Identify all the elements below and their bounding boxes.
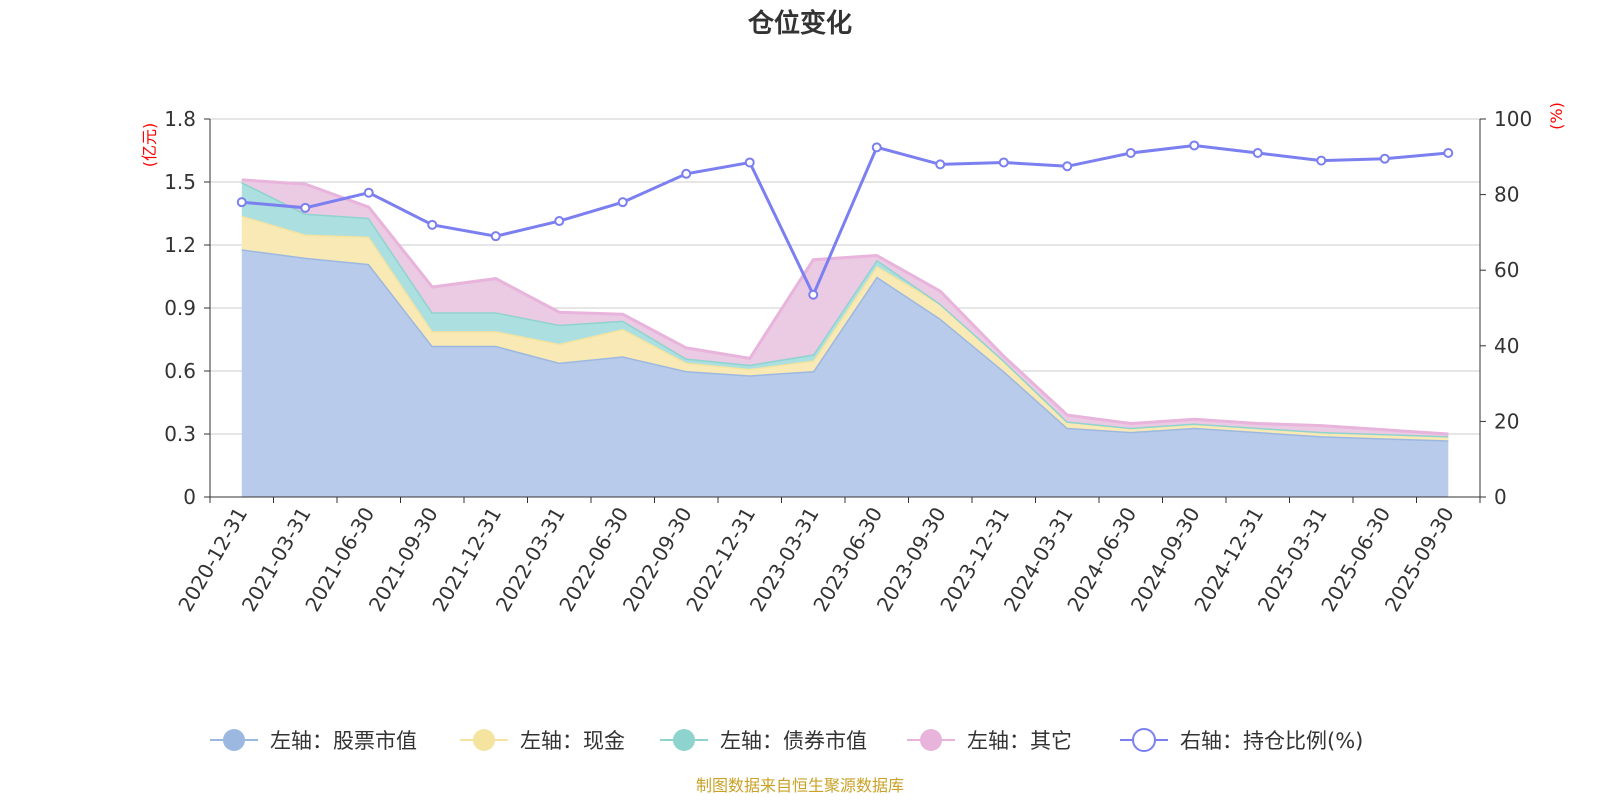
data-source-note: 制图数据来自恒生聚源数据库	[696, 776, 904, 795]
ratio-point	[1443, 148, 1454, 159]
right-tick-label: 100	[1494, 107, 1532, 131]
right-tick-label: 40	[1494, 334, 1519, 358]
ratio-point	[363, 187, 374, 198]
legend: 左轴：股票市值 左轴：现金 左轴：债券市值 左轴：其它 右轴：持仓比例(%)	[210, 728, 1363, 753]
ratio-point	[1062, 161, 1073, 172]
left-tick-label: 0	[183, 485, 196, 509]
legend-label: 左轴：现金	[520, 729, 625, 753]
left-tick-label: 1.2	[164, 233, 196, 257]
left-axis-ticks: 0 0.3 0.6 0.9 1.2 1.5 1.8	[164, 107, 210, 509]
legend-marker	[920, 729, 942, 751]
legend-marker	[1132, 728, 1156, 752]
legend-marker	[673, 729, 695, 751]
right-tick-label: 60	[1494, 258, 1519, 282]
area-series	[241, 215, 1449, 441]
stacked-areas	[241, 178, 1449, 497]
ratio-point	[1189, 140, 1200, 151]
left-tick-label: 1.5	[164, 170, 196, 194]
right-axis-unit: (%)	[1547, 102, 1566, 130]
legend-label: 右轴：持仓比例(%)	[1180, 729, 1363, 753]
holding-ratio-line	[236, 140, 1454, 300]
ratio-point	[1316, 155, 1327, 166]
ratio-point	[744, 157, 755, 168]
left-tick-label: 1.8	[164, 107, 196, 131]
ratio-point	[490, 231, 501, 242]
right-tick-label: 0	[1494, 485, 1507, 509]
ratio-point	[554, 216, 565, 227]
legend-label: 左轴：债券市值	[720, 729, 867, 753]
left-tick-label: 0.6	[164, 359, 196, 383]
area-series	[241, 249, 1449, 497]
ratio-point	[236, 197, 247, 208]
ratio-point	[1125, 148, 1136, 159]
left-tick-label: 0.9	[164, 296, 196, 320]
left-axis-unit: (亿元)	[140, 123, 159, 168]
ratio-point	[681, 168, 692, 179]
ratio-point	[1379, 153, 1390, 164]
legend-label: 左轴：股票市值	[270, 729, 417, 753]
ratio-point	[998, 157, 1009, 168]
legend-marker	[223, 729, 245, 751]
ratio-line-path	[241, 143, 1449, 299]
right-tick-label: 80	[1494, 183, 1519, 207]
right-tick-label: 20	[1494, 409, 1519, 433]
chart-title: 仓位变化	[747, 8, 852, 39]
ratio-point	[1252, 148, 1263, 159]
legend-label: 左轴：其它	[967, 729, 1072, 753]
ratio-point	[871, 142, 882, 153]
ratio-point	[935, 159, 946, 170]
x-axis-ticks: 2020-12-312021-03-312021-06-302021-09-30…	[173, 497, 1481, 616]
left-tick-label: 0.3	[164, 422, 196, 446]
ratio-point	[617, 197, 628, 208]
legend-marker	[473, 729, 495, 751]
ratio-point	[300, 202, 311, 213]
area-series-edge	[241, 178, 1449, 436]
right-axis-ticks: 0 20 40 60 80 100	[1480, 107, 1532, 509]
ratio-point	[808, 289, 819, 300]
ratio-point	[427, 219, 438, 230]
